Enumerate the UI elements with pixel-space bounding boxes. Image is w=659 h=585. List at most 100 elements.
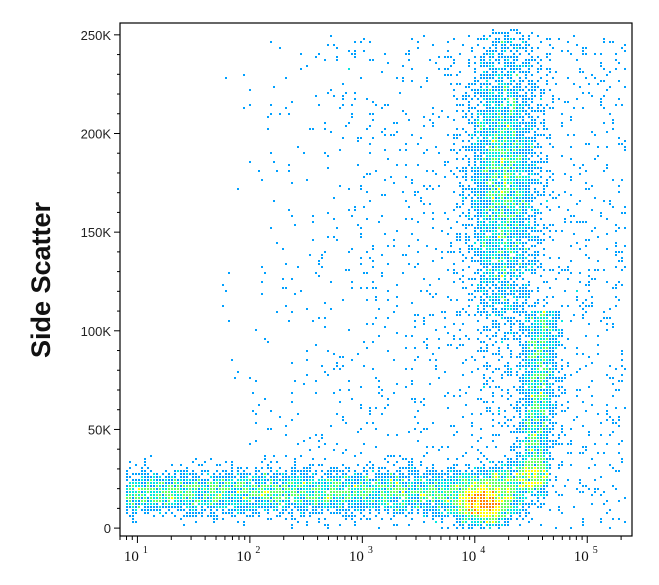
- data-point: [426, 344, 428, 346]
- data-point: [360, 185, 362, 187]
- data-point: [126, 500, 128, 502]
- data-point: [501, 230, 503, 232]
- data-point: [621, 440, 623, 442]
- data-point: [282, 476, 284, 478]
- data-point: [486, 239, 488, 241]
- data-point: [471, 494, 473, 496]
- data-point: [510, 125, 512, 127]
- data-point: [516, 59, 518, 61]
- data-point: [534, 161, 536, 163]
- data-point: [492, 308, 494, 310]
- data-point: [423, 398, 425, 400]
- data-point: [324, 497, 326, 499]
- data-point: [528, 197, 530, 199]
- data-point: [144, 491, 146, 493]
- data-point: [291, 278, 293, 280]
- data-point: [339, 107, 341, 109]
- data-point: [528, 137, 530, 139]
- data-point: [546, 395, 548, 397]
- data-point: [501, 215, 503, 217]
- data-point: [480, 212, 482, 214]
- data-point: [486, 281, 488, 283]
- data-point: [384, 497, 386, 499]
- data-point: [480, 500, 482, 502]
- data-point: [510, 68, 512, 70]
- data-point: [351, 116, 353, 118]
- data-point: [150, 455, 152, 457]
- data-point: [615, 251, 617, 253]
- data-point: [531, 146, 533, 148]
- data-point: [150, 485, 152, 487]
- data-point: [393, 122, 395, 124]
- data-point: [522, 257, 524, 259]
- data-point: [342, 476, 344, 478]
- data-point: [291, 467, 293, 469]
- data-point: [270, 500, 272, 502]
- data-point: [210, 476, 212, 478]
- data-point: [477, 224, 479, 226]
- data-point: [516, 470, 518, 472]
- data-point: [276, 461, 278, 463]
- data-point: [516, 101, 518, 103]
- data-point: [210, 503, 212, 505]
- data-point: [216, 518, 218, 520]
- data-point: [360, 479, 362, 481]
- data-point: [519, 86, 521, 88]
- data-point: [492, 110, 494, 112]
- data-point: [525, 473, 527, 475]
- data-point: [471, 497, 473, 499]
- data-point: [594, 491, 596, 493]
- data-point: [537, 407, 539, 409]
- data-point: [174, 503, 176, 505]
- data-point: [474, 143, 476, 145]
- data-point: [540, 317, 542, 319]
- data-point: [477, 233, 479, 235]
- data-point: [315, 500, 317, 502]
- data-point: [504, 191, 506, 193]
- data-point: [528, 149, 530, 151]
- data-point: [507, 221, 509, 223]
- data-point: [507, 485, 509, 487]
- data-point: [537, 464, 539, 466]
- data-point: [288, 506, 290, 508]
- data-point: [534, 59, 536, 61]
- data-point: [192, 494, 194, 496]
- data-point: [495, 41, 497, 43]
- data-point: [165, 512, 167, 514]
- data-point: [468, 473, 470, 475]
- data-point: [294, 488, 296, 490]
- data-point: [174, 482, 176, 484]
- data-point: [372, 113, 374, 115]
- data-point: [531, 485, 533, 487]
- data-point: [387, 263, 389, 265]
- data-point: [528, 200, 530, 202]
- data-point: [297, 491, 299, 493]
- data-point: [198, 485, 200, 487]
- data-point: [576, 395, 578, 397]
- data-point: [540, 98, 542, 100]
- data-point: [195, 485, 197, 487]
- data-point: [576, 221, 578, 223]
- data-point: [495, 314, 497, 316]
- data-point: [615, 68, 617, 70]
- data-point: [507, 194, 509, 196]
- data-point: [585, 299, 587, 301]
- data-point: [483, 200, 485, 202]
- data-point: [531, 458, 533, 460]
- data-point: [582, 302, 584, 304]
- data-point: [549, 287, 551, 289]
- data-point: [534, 338, 536, 340]
- data-point: [519, 398, 521, 400]
- data-point: [510, 458, 512, 460]
- data-point: [504, 500, 506, 502]
- data-point: [534, 302, 536, 304]
- data-point: [159, 488, 161, 490]
- data-point: [552, 98, 554, 100]
- data-point: [468, 251, 470, 253]
- data-point: [531, 137, 533, 139]
- data-point: [528, 125, 530, 127]
- data-point: [510, 134, 512, 136]
- data-point: [486, 215, 488, 217]
- data-point: [519, 164, 521, 166]
- data-point: [144, 479, 146, 481]
